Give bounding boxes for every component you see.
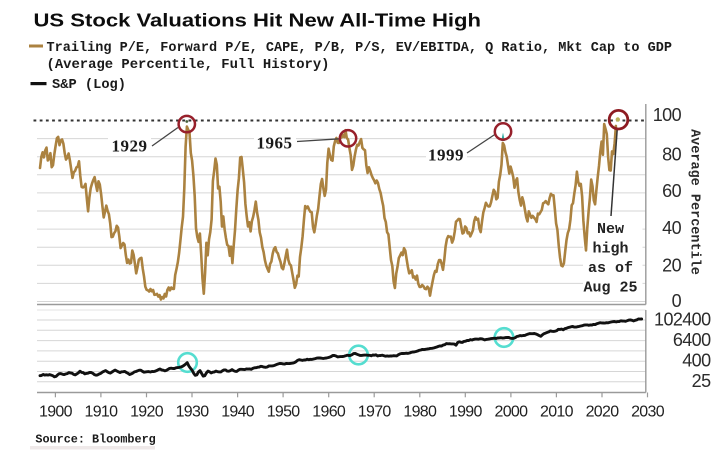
svg-text:1965: 1965 (257, 134, 293, 153)
svg-text:2030: 2030 (631, 404, 665, 421)
svg-text:1910: 1910 (85, 404, 119, 421)
svg-text:1920: 1920 (130, 404, 164, 421)
svg-text:1970: 1970 (358, 404, 392, 421)
svg-text:2000: 2000 (495, 404, 529, 421)
svg-text:80: 80 (662, 145, 681, 165)
svg-text:102400: 102400 (654, 310, 711, 330)
svg-text:400: 400 (682, 351, 711, 371)
svg-text:2020: 2020 (586, 404, 620, 421)
svg-text:60: 60 (662, 181, 681, 201)
svg-text:1950: 1950 (267, 404, 301, 421)
svg-text:(Average Percentile, Full Hist: (Average Percentile, Full History) (47, 58, 330, 73)
svg-text:Average Percentile: Average Percentile (687, 129, 702, 275)
svg-text:US Stock Valuations Hit New Al: US Stock Valuations Hit New All-Time Hig… (34, 11, 481, 31)
svg-text:1930: 1930 (176, 404, 210, 421)
svg-text:20: 20 (662, 256, 681, 276)
svg-text:Trailing P/E, Forward P/E, CAP: Trailing P/E, Forward P/E, CAPE, P/B, P/… (47, 41, 673, 56)
svg-text:1999: 1999 (428, 146, 464, 165)
svg-text:1940: 1940 (221, 404, 255, 421)
svg-text:as of: as of (588, 260, 633, 277)
svg-text:25: 25 (692, 371, 711, 391)
svg-text:1980: 1980 (403, 404, 437, 421)
svg-text:6400: 6400 (673, 330, 711, 350)
svg-text:high: high (592, 241, 628, 258)
svg-text:Aug 25: Aug 25 (583, 280, 637, 297)
svg-text:2010: 2010 (540, 404, 574, 421)
svg-text:1900: 1900 (39, 404, 73, 421)
svg-text:1960: 1960 (312, 404, 346, 421)
svg-text:1929: 1929 (112, 137, 148, 156)
svg-text:S&P (Log): S&P (Log) (52, 78, 126, 93)
svg-text:100: 100 (653, 105, 682, 125)
svg-text:0: 0 (672, 291, 682, 311)
svg-text:1990: 1990 (449, 404, 483, 421)
svg-text:New: New (597, 221, 624, 238)
svg-text:40: 40 (662, 218, 681, 238)
svg-text:Source: Bloomberg: Source: Bloomberg (35, 433, 155, 447)
